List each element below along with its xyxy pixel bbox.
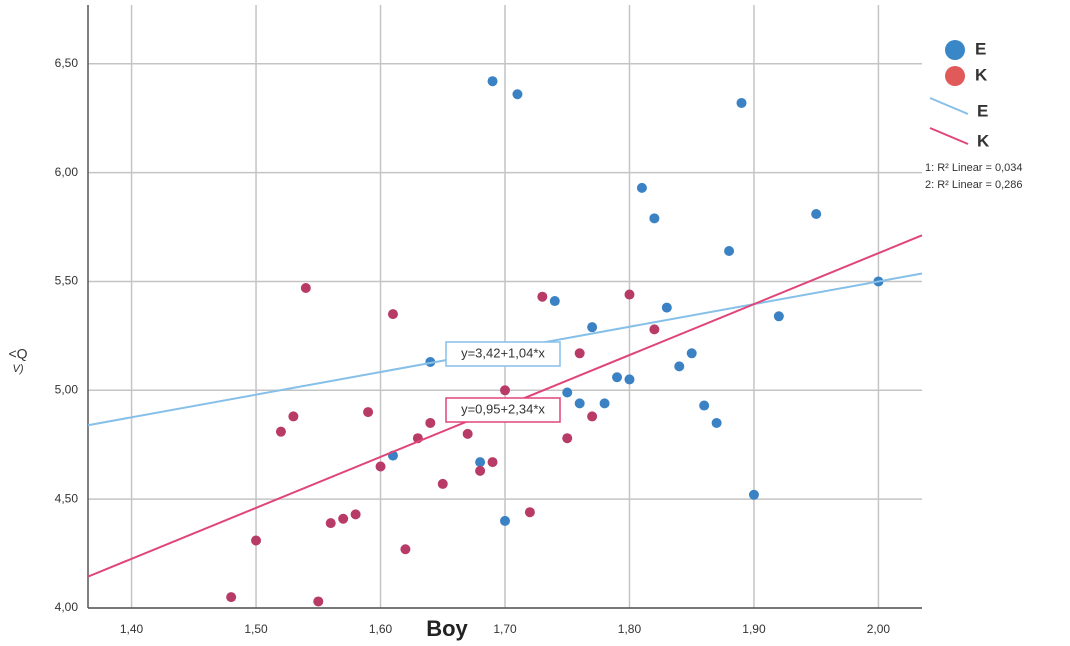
y-axis-label: <Q	[8, 346, 27, 362]
point	[338, 513, 349, 524]
point	[387, 309, 398, 320]
point	[437, 478, 448, 489]
point	[512, 89, 523, 100]
r2-label: 1: R² Linear = 0,034	[925, 162, 1023, 174]
y-tick-label: 5,50	[55, 274, 79, 288]
point	[350, 509, 361, 520]
point	[587, 411, 598, 422]
point	[599, 398, 610, 409]
legend-label: K	[975, 65, 988, 84]
point	[649, 324, 660, 335]
point	[487, 76, 498, 87]
r2-label: 2: R² Linear = 0,286	[925, 179, 1023, 191]
point	[300, 282, 311, 293]
point	[773, 311, 784, 322]
legend-line	[929, 97, 969, 115]
point	[686, 348, 697, 359]
point	[313, 596, 324, 607]
x-tick-label: 1,60	[369, 622, 393, 636]
y-axis-label: V)	[13, 363, 24, 375]
legend-label: K	[977, 131, 990, 150]
fit-label-box	[445, 397, 561, 423]
point	[624, 289, 635, 300]
point	[574, 348, 585, 359]
legend-label: E	[977, 101, 988, 120]
fit-label: y=0,95+2,34*x	[461, 401, 545, 416]
point	[549, 296, 560, 307]
point	[325, 518, 336, 529]
y-tick-label: 5,00	[55, 382, 79, 396]
y-tick-label: 4,00	[55, 600, 79, 614]
point	[487, 457, 498, 468]
point	[748, 489, 759, 500]
point	[674, 361, 685, 372]
point	[661, 302, 672, 313]
x-tick-label: 1,90	[742, 622, 766, 636]
point	[524, 507, 535, 518]
point	[375, 461, 386, 472]
x-tick-label: 1,70	[493, 622, 517, 636]
point	[699, 400, 710, 411]
point	[811, 208, 822, 219]
point	[400, 544, 411, 555]
point	[475, 465, 486, 476]
point	[624, 374, 635, 385]
point	[363, 407, 374, 418]
y-tick-label: 4,50	[55, 491, 79, 505]
legend-label: E	[975, 39, 986, 58]
point	[574, 398, 585, 409]
legend-marker	[945, 40, 965, 60]
legend-marker	[945, 66, 965, 86]
point	[462, 428, 473, 439]
point	[251, 535, 262, 546]
x-tick-label: 2,00	[867, 622, 891, 636]
x-tick-label: 1,80	[618, 622, 642, 636]
point	[500, 385, 510, 396]
x-axis-label: Boy	[426, 616, 468, 641]
point	[636, 182, 647, 193]
x-tick-label: 1,40	[120, 622, 144, 636]
point	[537, 291, 548, 302]
point	[562, 387, 573, 398]
point	[288, 411, 299, 422]
point	[587, 322, 598, 333]
point	[226, 592, 237, 603]
point	[562, 433, 573, 444]
point	[475, 457, 486, 468]
legend-line	[929, 127, 969, 145]
point	[275, 426, 286, 437]
point	[612, 372, 623, 383]
point	[425, 417, 436, 428]
point	[736, 97, 747, 108]
point	[500, 515, 510, 526]
x-tick-label: 1,50	[244, 622, 268, 636]
fit-label: y=3,42+1,04*x	[461, 345, 545, 360]
point	[649, 213, 660, 224]
fit-label-box	[445, 341, 561, 367]
point	[724, 245, 735, 256]
y-tick-label: 6,50	[55, 56, 79, 70]
y-tick-label: 6,00	[55, 165, 79, 179]
point	[711, 417, 722, 428]
